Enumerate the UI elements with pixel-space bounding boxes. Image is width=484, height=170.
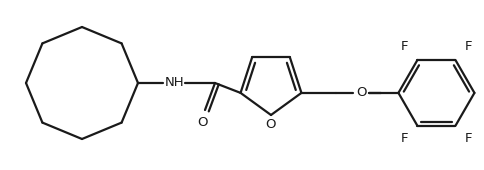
Text: O: O [198,115,208,129]
Text: F: F [465,40,472,54]
Text: F: F [401,40,408,54]
Text: F: F [401,132,408,145]
Text: F: F [465,132,472,145]
Text: O: O [266,118,276,132]
Text: NH: NH [165,76,185,89]
Text: O: O [356,86,367,99]
